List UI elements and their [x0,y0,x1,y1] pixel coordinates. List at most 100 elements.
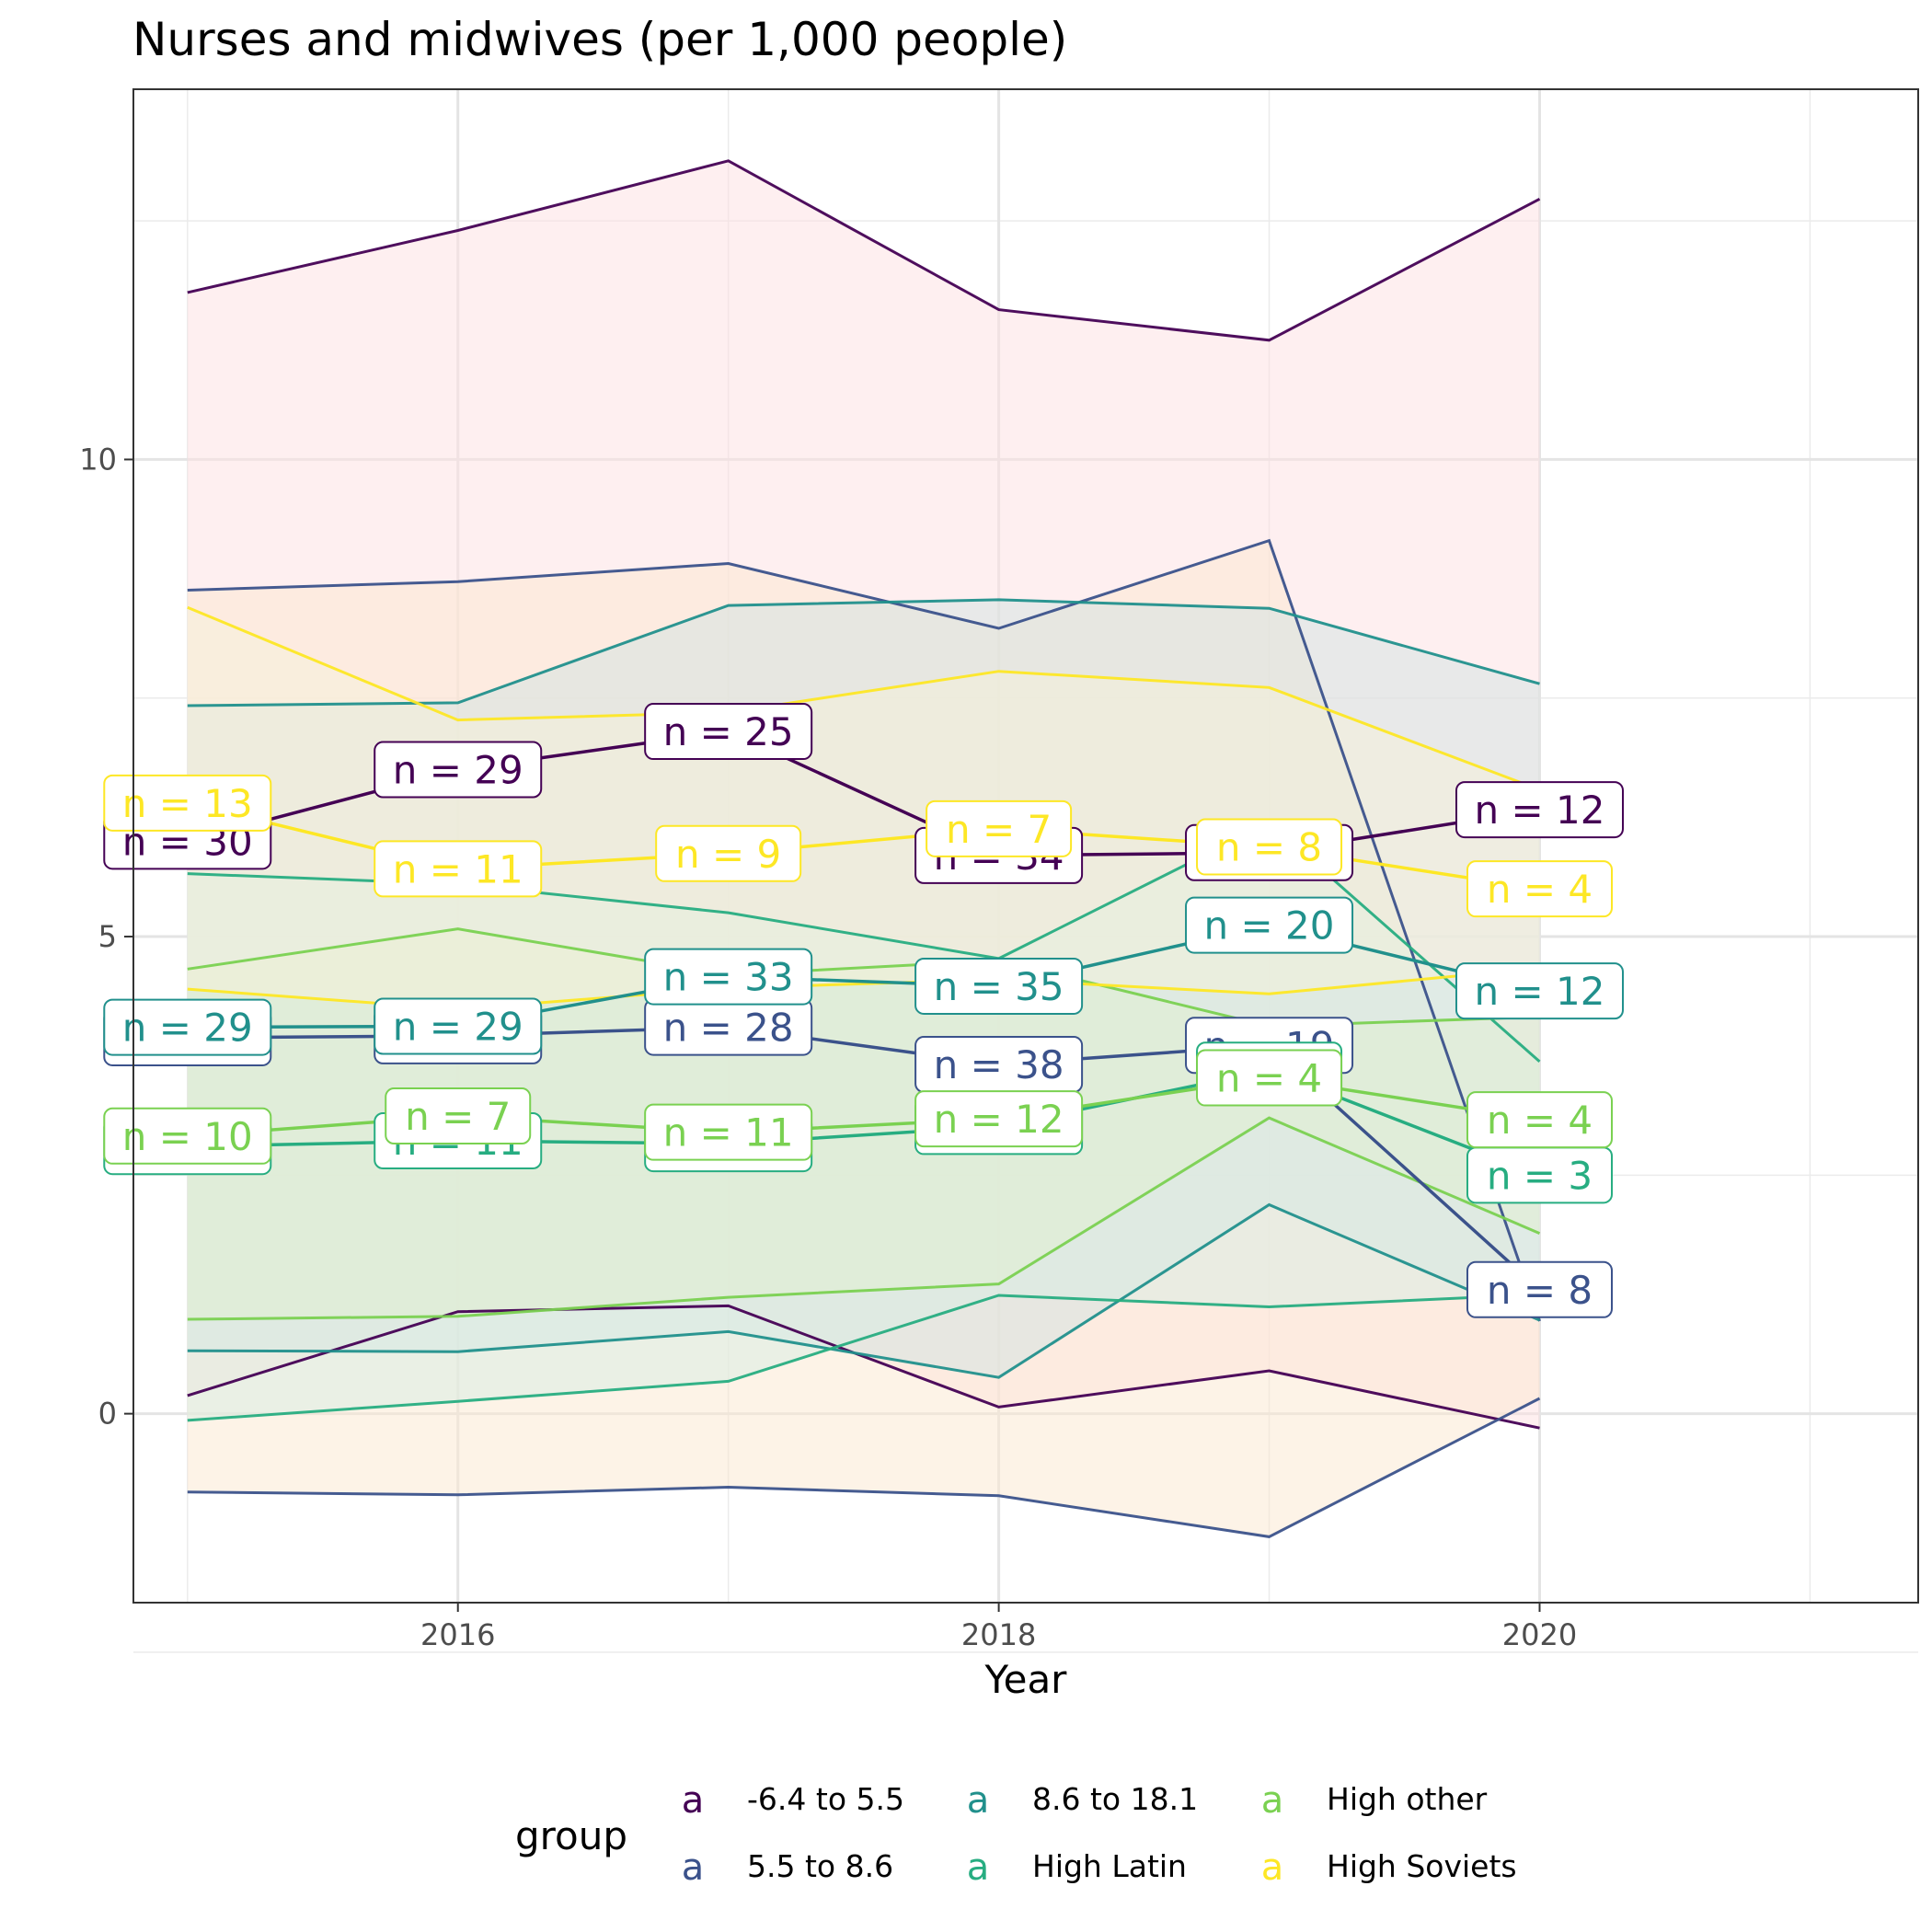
data-label: n = 33 [644,948,813,1006]
data-label-box [926,799,1073,857]
data-label-text: n = 9 [675,832,781,877]
legend-label: High Latin [1032,1848,1187,1884]
data-label: n = 11 [374,840,543,898]
data-label: n = 3 [1466,1146,1613,1204]
x-tick-label: 2020 [1502,1617,1577,1652]
y-tick-label: 10 [79,442,117,477]
data-label-text: n = 8 [1216,825,1322,870]
data-label-box [103,998,272,1056]
data-label-text: n = 29 [393,748,523,793]
data-label-text: n = 8 [1487,1268,1593,1313]
data-label: n = 9 [655,824,802,882]
data-label-box [644,948,813,1006]
lower-bound-6-4-to-5-5 [187,1304,1540,1430]
legend-key: a [967,1779,990,1822]
y-tick-label: 0 [98,1397,117,1432]
data-label-box [385,1087,532,1145]
legend-item-high-latin: a High Latin [967,1846,1187,1889]
data-label-text: n = 25 [663,709,794,754]
legend-label: -6.4 to 5.5 [747,1781,904,1817]
data-label-box [103,774,272,832]
legend-item-8-6-to-18-1: a 8.6 to 18.1 [967,1779,1198,1822]
data-label: n = 4 [1466,1091,1613,1149]
data-label: n = 8 [1466,1260,1613,1318]
data-label-text: n = 20 [1204,903,1335,949]
data-label-box [914,1090,1084,1148]
upper-bound-8-6-to-18-1 [187,598,1540,707]
data-label: n = 38 [914,1036,1084,1094]
upper-bound-5-5-to-8-6 [187,538,1541,1322]
data-label: n = 12 [914,1090,1084,1148]
upper-bound-high-soviets [187,605,1541,791]
data-label-box [374,997,543,1055]
lower-bound-5-5-to-8-6 [187,1397,1541,1538]
data-label: n = 4 [1466,860,1613,918]
data-label-box [1466,860,1613,918]
legend-label: High Soviets [1327,1848,1517,1884]
y-tick-label: 5 [98,919,117,954]
data-label-text: n = 7 [405,1094,511,1139]
legend-item-6-4-to-5-5: a -6.4 to 5.5 [682,1779,904,1822]
axes: 2016 2018 2020 0 5 10 [79,442,1577,1652]
lower-bound-8-6-to-18-1 [187,1202,1541,1379]
x-tick-label: 2016 [420,1617,495,1652]
data-label: n = 12 [1455,781,1624,839]
data-label: n = 25 [644,703,813,761]
data-label-text: n = 38 [934,1042,1064,1087]
data-label-text: n = 4 [1487,867,1593,912]
data-label: n = 7 [926,799,1073,857]
legend-label: 8.6 to 18.1 [1032,1781,1198,1817]
data-label: n = 20 [1185,896,1354,954]
data-label-box [914,957,1084,1015]
data-label-text: n = 4 [1487,1098,1593,1143]
data-label-text: n = 35 [934,964,1064,1009]
data-label-box [1196,818,1343,876]
data-label-text: n = 11 [663,1110,794,1156]
data-label-text: n = 11 [393,846,523,891]
data-label: n = 4 [1196,1049,1343,1107]
lower-bound-high-latin [187,1293,1540,1422]
data-label: n = 35 [914,957,1084,1015]
data-label: n = 10 [103,1107,272,1165]
data-label-box [374,840,543,898]
data-label-text: n = 12 [1475,969,1605,1014]
data-labels: n = 30n = 29n = 25n = 34n = 38n = 12n = … [103,703,1624,1318]
data-label-box [1455,781,1624,839]
legend-key: a [682,1846,705,1889]
legend-key: a [682,1779,705,1822]
data-label-box [374,741,543,799]
upper-bound-6-4-to-5-5 [187,159,1541,342]
x-axis-title: Year [984,1657,1068,1702]
data-label-text: n = 12 [934,1097,1064,1142]
legend-key: a [967,1846,990,1889]
legend-title: group [515,1813,627,1858]
data-label-box [1466,1260,1613,1318]
x-tick-label: 2018 [961,1617,1036,1652]
data-label: n = 11 [644,1103,813,1161]
data-label-box [1196,1049,1343,1107]
data-label-text: n = 4 [1216,1056,1322,1101]
data-label: n = 8 [1196,818,1343,876]
legend: group a -6.4 to 5.5 a 5.5 to 8.6 a 8.6 to 18.1… [515,1779,1517,1889]
data-label-box [1185,896,1354,954]
data-label-box [644,703,813,761]
legend-label: High other [1327,1781,1488,1817]
data-label-text: n = 29 [393,1005,523,1050]
data-label-box [644,1103,813,1161]
data-label: n = 13 [103,774,272,832]
data-label-box [655,824,802,882]
data-label: n = 12 [1455,962,1624,1020]
data-label: n = 28 [644,998,813,1056]
legend-item-high-soviets: a High Soviets [1261,1846,1517,1889]
data-label-box [1455,962,1624,1020]
data-label-text: n = 12 [1475,788,1605,833]
lower-bound-high-other [187,1116,1541,1321]
data-label-text: n = 7 [946,807,1052,852]
legend-key: a [1261,1846,1284,1889]
data-label-text: n = 33 [663,955,794,1000]
data-label: n = 29 [103,998,272,1056]
data-label-text: n = 3 [1487,1153,1593,1198]
data-label-box [103,1107,272,1165]
